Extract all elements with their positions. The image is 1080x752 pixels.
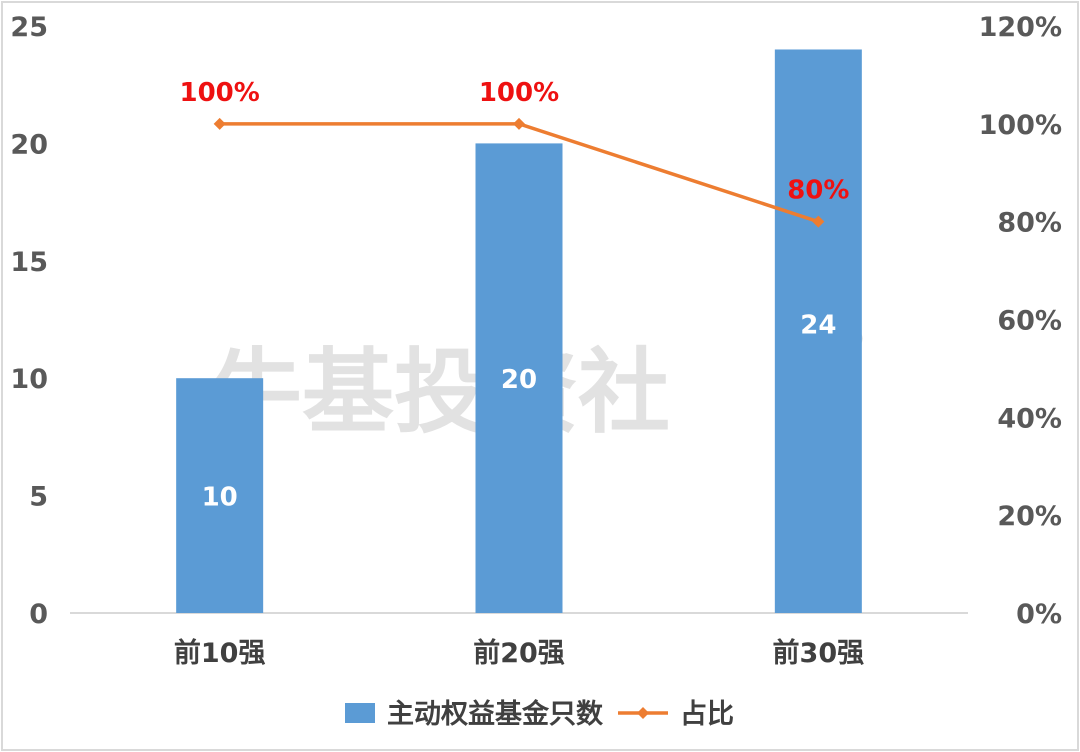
ratio-value-label: 100% <box>180 78 260 108</box>
y-left-tick-label: 0 <box>29 599 48 630</box>
bar <box>176 378 264 613</box>
y-right-tick-label: 60% <box>997 306 1062 337</box>
legend-line-marker <box>637 707 649 719</box>
ratio-value-label: 100% <box>479 78 559 108</box>
y-left-tick-label: 10 <box>10 364 48 395</box>
axes-group: 0 5 10 15 20 25 0% 20% 40% 60% 80% 100% 120% 前10强 前20强… <box>10 12 1062 669</box>
x-category-label: 前30强 <box>773 637 865 669</box>
ratio-point <box>213 117 226 130</box>
watermark-text: 牛基投资社 <box>210 339 670 446</box>
y-right-tick-label: 40% <box>997 403 1062 434</box>
y-right-tick-label: 80% <box>997 208 1062 239</box>
bar <box>475 143 563 613</box>
y-left-tick-label: 20 <box>10 129 48 160</box>
y-left-tick-label: 25 <box>10 12 48 43</box>
x-category-label: 前10强 <box>174 637 266 669</box>
ratio-point <box>513 117 525 130</box>
y-left-tick-label: 15 <box>10 247 48 278</box>
line-group: 100% 100% 80% <box>180 78 849 228</box>
bar-value-label: 20 <box>501 365 537 395</box>
y-left-tick-label: 5 <box>29 482 48 513</box>
bar-value-label: 10 <box>202 483 238 513</box>
bar <box>774 49 862 614</box>
y-right-tick-label: 0% <box>1016 599 1062 630</box>
legend-bar-swatch <box>345 703 375 723</box>
legend-line-label: 占比 <box>680 699 734 730</box>
legend-bar-label: 主动权益基金只数 <box>387 698 604 730</box>
y-right-tick-label: 100% <box>979 110 1062 141</box>
ratio-point <box>812 215 825 228</box>
bars-group: 10 20 24 <box>176 49 862 614</box>
ratio-value-label: 80% <box>787 176 849 206</box>
y-right-tick-label: 20% <box>997 501 1062 532</box>
x-category-label: 前20强 <box>473 637 565 669</box>
legend: 主动权益基金只数 占比 <box>345 698 734 730</box>
bar-value-label: 24 <box>800 311 836 341</box>
y-right-tick-label: 120% <box>979 12 1062 43</box>
